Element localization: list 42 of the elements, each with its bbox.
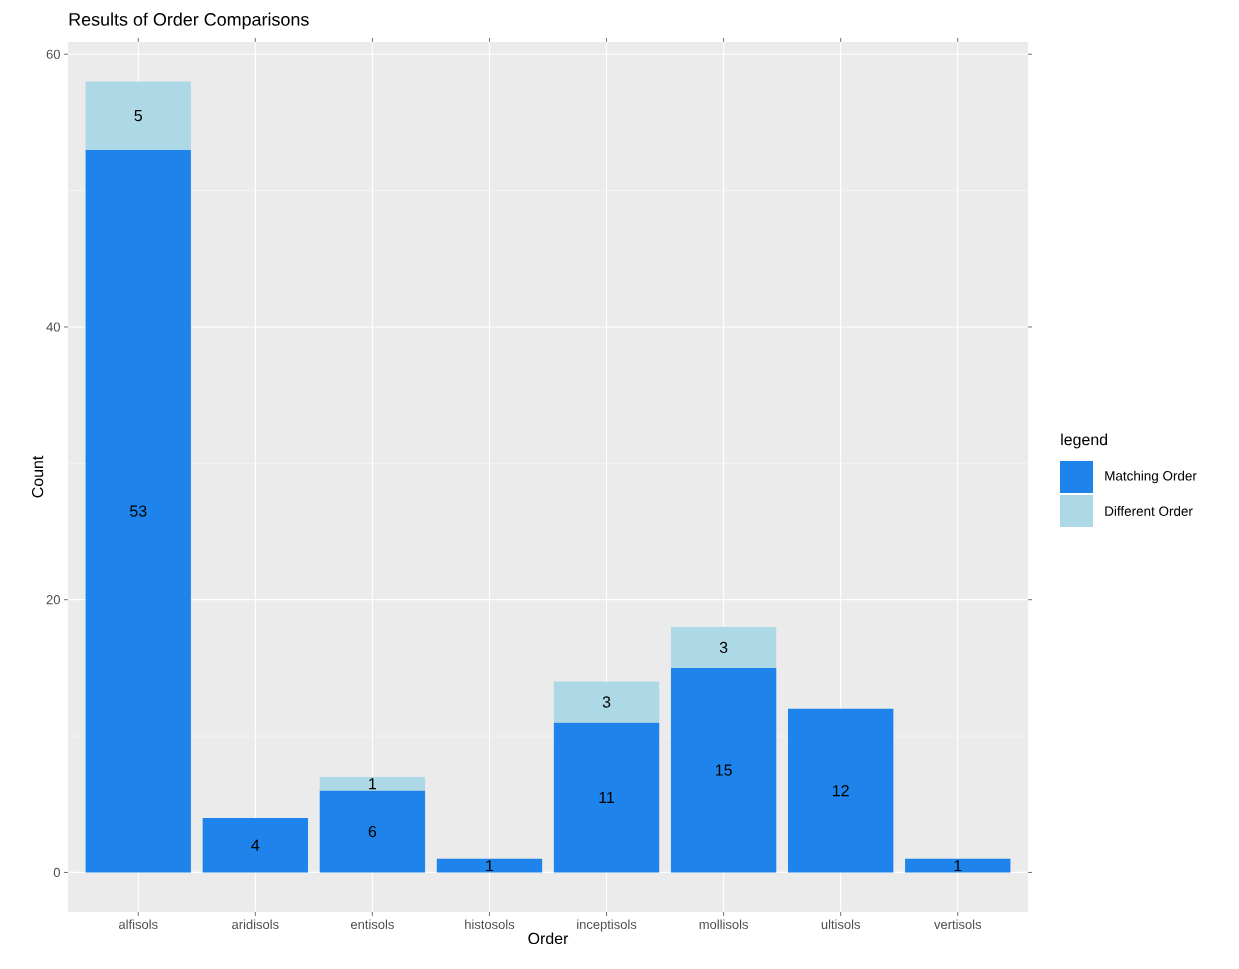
data-label: 3	[719, 641, 728, 654]
data-label: 53	[130, 505, 147, 517]
y-axis-title: Count	[31, 455, 44, 498]
y-tick-label: 20	[46, 595, 60, 605]
data-label: 15	[715, 764, 732, 776]
x-tick-label: ultisols	[821, 919, 861, 930]
bar	[319, 790, 426, 873]
legend-label: Matching Order	[1105, 470, 1197, 484]
bar	[436, 858, 543, 873]
legend-title: legend	[1061, 433, 1108, 449]
x-tick-label: alfisols	[119, 919, 158, 930]
y-tick-label: 60	[46, 49, 60, 59]
data-label: 12	[833, 785, 849, 797]
data-label: 1	[954, 860, 962, 872]
legend-label: Different Order	[1105, 506, 1193, 516]
x-tick-label: vertisols	[934, 919, 982, 930]
data-label: 11	[599, 791, 615, 803]
bar	[319, 776, 426, 791]
chart-title: Results of Order Comparisons	[69, 12, 309, 30]
bar	[553, 681, 660, 723]
bar	[553, 722, 660, 873]
data-label: 4	[251, 839, 260, 851]
data-label: 3	[602, 696, 611, 708]
y-tick-label: 40	[46, 322, 60, 332]
y-tick-label: 0	[53, 867, 60, 878]
bar	[85, 149, 191, 873]
x-tick-label: entisols	[350, 919, 394, 930]
bar	[905, 858, 1011, 873]
bar	[202, 817, 309, 873]
bar	[85, 81, 191, 150]
bar	[670, 626, 777, 668]
x-tick-label: aridisols	[232, 919, 279, 930]
x-tick-label: inceptisols	[577, 919, 637, 932]
bar	[788, 708, 894, 873]
x-axis-title: Order	[528, 932, 569, 945]
data-label: 1	[486, 860, 494, 872]
data-label: 1	[369, 778, 377, 790]
data-label: 6	[368, 825, 377, 838]
x-tick-label: histosols	[465, 919, 515, 930]
x-tick-label: mollisols	[699, 919, 748, 930]
data-label: 5	[134, 110, 143, 122]
bar	[670, 667, 777, 873]
